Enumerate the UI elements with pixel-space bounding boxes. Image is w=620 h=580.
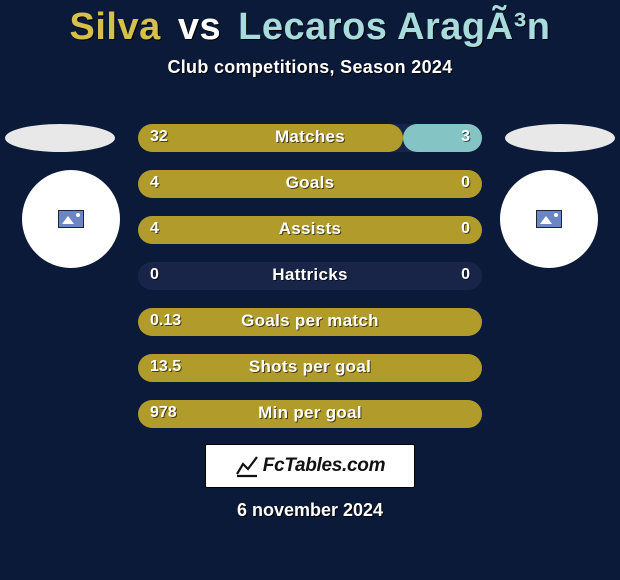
stat-row: 00Hattricks <box>138 262 482 290</box>
player2-ellipse <box>505 124 615 152</box>
comparison-bars: 323Matches 40Goals 40Assists 00Hattricks 0.1… <box>138 124 482 446</box>
stat-row: 323Matches <box>138 124 482 152</box>
stat-label: Goals per match <box>138 311 482 331</box>
player2-avatar <box>500 170 598 268</box>
page-title: Silva vs Lecaros AragÃ³n <box>0 0 620 49</box>
stat-row: 40Goals <box>138 170 482 198</box>
date-text: 6 november 2024 <box>0 500 620 521</box>
placeholder-image-icon <box>536 210 562 228</box>
stat-label: Assists <box>138 219 482 239</box>
title-player2: Lecaros AragÃ³n <box>238 6 550 48</box>
stat-label: Hattricks <box>138 265 482 285</box>
title-player1: Silva <box>70 6 161 48</box>
stat-label: Goals <box>138 173 482 193</box>
title-vs: vs <box>172 6 227 48</box>
stat-row: 0.13Goals per match <box>138 308 482 336</box>
stat-row: 978Min per goal <box>138 400 482 428</box>
logo-box: FcTables.com <box>205 444 415 488</box>
placeholder-image-icon <box>58 210 84 228</box>
player1-ellipse <box>5 124 115 152</box>
player1-avatar <box>22 170 120 268</box>
subtitle: Club competitions, Season 2024 <box>0 57 620 78</box>
stat-label: Matches <box>138 127 482 147</box>
stat-row: 40Assists <box>138 216 482 244</box>
stat-label: Shots per goal <box>138 357 482 377</box>
logo-text: FcTables.com <box>263 455 385 477</box>
stat-row: 13.5Shots per goal <box>138 354 482 382</box>
chart-line-icon <box>235 454 259 478</box>
stat-label: Min per goal <box>138 403 482 423</box>
